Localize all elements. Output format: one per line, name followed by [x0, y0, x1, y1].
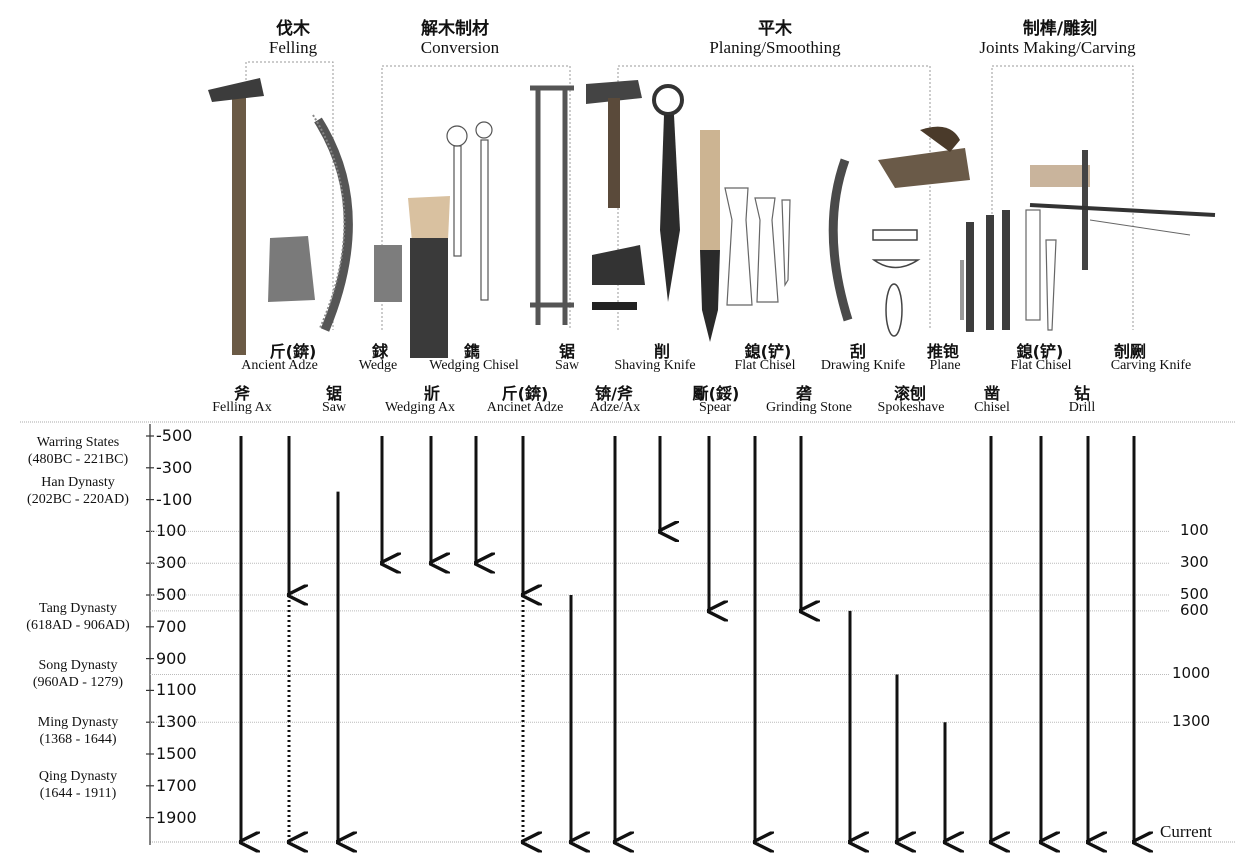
right-label-500: 500: [1180, 585, 1209, 603]
category-conversion-cn: 解木制材: [421, 19, 489, 39]
drill-illustration: [1029, 150, 1216, 270]
tool-adze-ax-cn: 锛/斧: [595, 384, 633, 403]
tool-drawing-knife-en: Drawing Knife: [820, 358, 906, 373]
tool-flat-chisel-en: Flat Chisel: [734, 358, 796, 373]
year-tick-label: 700: [156, 616, 187, 636]
year-tick-label: 1300: [156, 712, 197, 732]
frame-saw-illustration: [530, 85, 574, 325]
tool-wedging-chisel-cn: 鐫: [463, 342, 480, 361]
dynasty-han: Han Dynasty (202BC - 220AD): [27, 475, 129, 507]
tool-wedge-cn: 銶: [371, 342, 388, 361]
felling-ax-illustration: [208, 78, 264, 355]
year-tick-label: -500: [156, 426, 193, 445]
spokeshave-illustration: [871, 229, 921, 337]
tool-felling-ax-cn: 斧: [233, 384, 250, 403]
dynasty-tang: Tang Dynasty (618AD - 906AD): [26, 601, 130, 633]
category-joints-cn: 制榫/雕刻: [1022, 19, 1098, 39]
right-label-1300: 1300: [1172, 712, 1211, 730]
tool-illustrations: [208, 78, 1216, 358]
tool-timelines: [241, 436, 1134, 842]
tool-saw-cn: 锯: [558, 342, 575, 361]
year-tick-label: 100: [156, 521, 187, 541]
right-label-100: 100: [1180, 521, 1209, 539]
tool-saw2-cn: 锯: [325, 384, 342, 403]
wedging-ax-illustration: [408, 196, 450, 242]
tool-spokeshave-cn: 滚刨: [893, 384, 926, 403]
dynasty-warring-states: Warring States (480BC - 221BC): [27, 435, 129, 467]
tool-felling-ax-en: Felling Ax: [212, 400, 272, 415]
tool-wedging-ax-en: Wedging Ax: [384, 400, 456, 415]
tool-ancient-adze-cn: 斤(錛): [269, 342, 317, 361]
wedging-chisel-illustration: [446, 121, 493, 301]
year-tick-label: 300: [156, 553, 187, 573]
tool-carving-knife-cn: 剞劂: [1113, 342, 1146, 361]
shaving-knife-illustration: [652, 84, 684, 302]
dynasty-song: Song Dynasty (960AD - 1279): [32, 658, 124, 690]
curved-saw-illustration: [314, 117, 353, 332]
tool-saw2-en: Saw: [321, 400, 347, 415]
tool-plane-cn: 推铇: [926, 342, 959, 361]
drawing-knife-illustration: [828, 158, 853, 322]
tool-carving-knife-en: Carving Knife: [1110, 358, 1192, 373]
tool-drawing-knife-cn: 刮: [849, 342, 866, 361]
year-tick-label: 900: [156, 648, 187, 668]
tool-adze-ax-en: Adze/Ax: [589, 400, 641, 415]
plane-illustration: [878, 126, 970, 188]
tool-spear-en: Spear: [699, 400, 731, 415]
category-planing-en: Planing/Smoothing: [709, 38, 841, 57]
tool-ancinet-adze-en: Ancinet Adze: [486, 400, 564, 415]
category-planing-cn: 平木: [758, 19, 792, 39]
year-tick-label: 500: [156, 585, 187, 604]
right-label-600: 600: [1180, 601, 1209, 619]
year-tick-label: 1900: [156, 807, 197, 827]
spear-illustration: [700, 130, 720, 342]
year-tick-label: 1100: [156, 680, 197, 700]
tool-grinding-stone-en: Grinding Stone: [766, 400, 852, 415]
tool-wedging-chisel-en: Wedging Chisel: [429, 358, 519, 373]
category-joints-en: Joints Making/Carving: [979, 38, 1136, 57]
year-tick-label: 1700: [156, 775, 197, 795]
tool-plane-en: Plane: [929, 358, 961, 373]
tool-carving-flat-chisel-en: Flat Chisel: [1010, 358, 1072, 373]
tool-shaving-knife-en: Shaving Knife: [614, 358, 696, 373]
year-tick-label: -300: [156, 457, 193, 477]
ancient-adze-illustration: [268, 236, 315, 302]
category-felling-cn: 伐木: [276, 19, 310, 39]
tool-grinding-stone-cn: 砻: [795, 384, 812, 403]
dynasty-qing: Qing Dynasty (1644 - 1911): [38, 769, 118, 801]
tool-drill-en: Drill: [1068, 400, 1096, 415]
tool-wedge-en: Wedge: [358, 358, 398, 373]
reference-gridlines: [150, 530, 1170, 723]
tool-flat-chisel-cn: 鎴(铲): [744, 342, 792, 361]
category-felling-en: Felling: [268, 38, 318, 57]
category-conversion-en: Conversion: [420, 38, 500, 57]
year-tick-label: 1500: [156, 744, 197, 763]
tool-wedging-ax-cn: 斨: [423, 384, 440, 403]
tool-ancinet-adze-cn: 斤(錛): [501, 384, 549, 403]
tool-spokeshave-en: Spokeshave: [877, 400, 945, 415]
tool-carving-flat-chisel-cn: 鎴(铲): [1016, 342, 1064, 361]
tool-shaving-knife-cn: 削: [653, 342, 670, 361]
tool-chisel-cn: 凿: [983, 384, 1000, 403]
chisel-illustration: [960, 210, 1010, 332]
tool-drill-cn: 钻: [1073, 384, 1090, 403]
flat-chisel-illustration: [724, 187, 791, 306]
right-label-1000: 1000: [1172, 664, 1211, 682]
wedge-illustration: [374, 245, 402, 302]
tool-ancient-adze-en: Ancient Adze: [241, 358, 318, 373]
right-label-300: 300: [1180, 553, 1209, 571]
right-label-current: Current: [1160, 822, 1212, 841]
tool-spear-cn: 斸(鋖): [692, 384, 740, 403]
tool-chisel-en: Chisel: [974, 400, 1010, 415]
carving-flat-chisel-illustration: [1025, 209, 1057, 331]
year-tick-label: -100: [156, 489, 193, 509]
adze-ax-illustration: [586, 80, 645, 310]
dynasty-ming: Ming Dynasty (1368 - 1644): [37, 715, 119, 747]
tool-saw-en: Saw: [554, 358, 580, 373]
